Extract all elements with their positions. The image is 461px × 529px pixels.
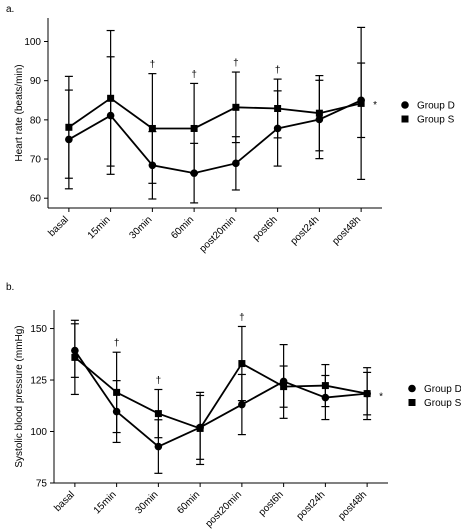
series-line: [68, 97, 362, 130]
significance-marker: †: [156, 375, 162, 386]
x-tick-label: 15min: [86, 214, 113, 241]
y-tick-label: 75: [36, 479, 48, 490]
data-point: [232, 159, 240, 168]
data-point: [190, 124, 198, 132]
y-axis-label: Systolic blood pressure (mmHg): [14, 325, 25, 467]
data-point: [196, 424, 204, 432]
data-point: [363, 390, 371, 398]
significance-marker: †: [150, 60, 156, 71]
data-point: [148, 124, 156, 132]
data-point: [321, 382, 329, 390]
x-tick-label: post6h: [257, 489, 286, 518]
data-point: [71, 353, 79, 361]
data-point: [238, 360, 246, 368]
data-point: [357, 99, 365, 107]
data-point: [280, 383, 288, 391]
data-point: [113, 388, 121, 396]
legend-label: Group D: [424, 384, 461, 395]
y-tick-label: 100: [24, 37, 41, 48]
x-tick-label: post6h: [251, 214, 280, 243]
data-point: [315, 109, 323, 117]
panel-label: a.: [6, 4, 14, 15]
legend-label: Group S: [417, 115, 455, 126]
data-point: [274, 104, 282, 112]
x-tick-label: post24h: [289, 214, 322, 247]
y-tick-label: 150: [30, 324, 47, 335]
legend-label: Group S: [424, 398, 461, 409]
x-tick-label: post20min: [204, 489, 244, 529]
series-line: [74, 350, 368, 448]
legend-marker: [408, 384, 416, 393]
x-tick-label: post48h: [336, 489, 369, 522]
significance-marker: †: [233, 58, 239, 69]
overall-marker: *: [379, 392, 383, 403]
x-tick-label: basal: [52, 489, 77, 514]
legend-marker: [401, 101, 409, 109]
y-tick-label: 125: [30, 376, 47, 387]
data-point: [65, 123, 73, 131]
x-tick-label: 60min: [169, 214, 196, 241]
series-line: [74, 356, 368, 430]
x-tick-label: post48h: [330, 214, 363, 247]
data-point: [107, 94, 115, 102]
significance-marker: †: [114, 338, 120, 349]
x-tick-label: 30min: [133, 489, 160, 516]
y-tick-label: 60: [30, 194, 42, 205]
y-axis-label: Heart rate (beats/min): [14, 64, 25, 161]
y-tick-label: 90: [30, 76, 42, 87]
y-tick-label: 80: [30, 115, 42, 126]
x-tick-label: 15min: [92, 489, 119, 516]
legend-marker: [408, 399, 416, 406]
significance-marker: †: [191, 69, 197, 80]
data-point: [232, 103, 240, 111]
data-point: [154, 442, 163, 451]
legend-marker: [401, 115, 409, 123]
series-line: [68, 99, 362, 175]
x-tick-label: post24h: [295, 489, 328, 522]
significance-marker: †: [275, 65, 281, 76]
panel-label: b.: [6, 282, 14, 293]
y-tick-label: 100: [30, 427, 47, 438]
x-tick-label: 60min: [175, 489, 202, 516]
significance-marker: †: [239, 312, 245, 323]
data-point: [154, 410, 162, 418]
y-tick-label: 70: [30, 155, 42, 166]
overall-marker: *: [373, 100, 377, 111]
data-point: [238, 400, 246, 409]
x-tick-label: basal: [46, 214, 71, 239]
x-tick-label: post20min: [198, 214, 238, 254]
x-tick-label: 30min: [127, 214, 154, 241]
legend-label: Group D: [417, 101, 455, 112]
